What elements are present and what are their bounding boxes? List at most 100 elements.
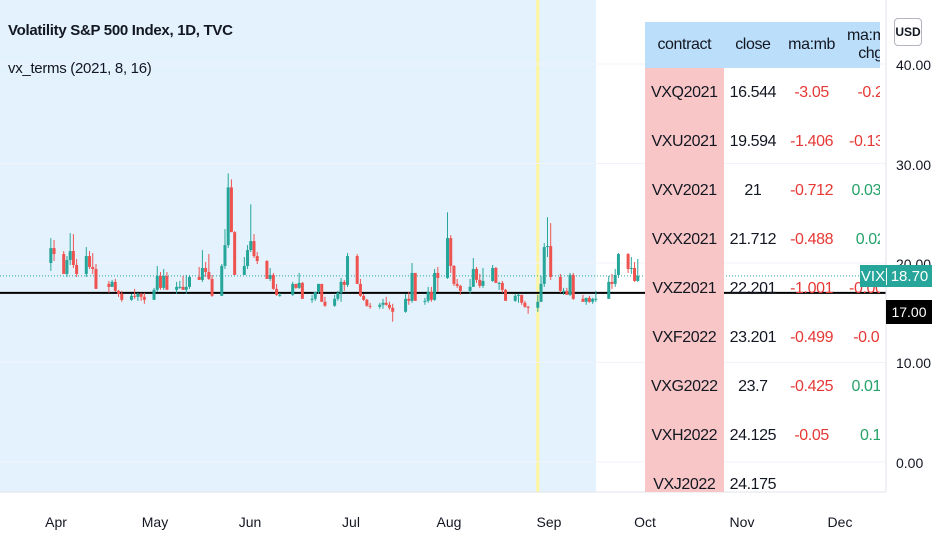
candle [68, 233, 72, 265]
candle-body [355, 256, 359, 284]
candle [278, 292, 282, 297]
candle [433, 268, 437, 301]
candle [75, 259, 79, 277]
candle-body [204, 267, 208, 272]
indicator-legend[interactable]: vx_terms (2021, 8, 16) [8, 60, 152, 77]
candle [91, 253, 95, 274]
table-row: VXJ2022 24.175 [645, 460, 880, 492]
candle [158, 271, 162, 290]
candle-body [313, 291, 317, 299]
candle-body [246, 250, 250, 266]
candlesticks [49, 173, 640, 322]
candle [616, 253, 620, 278]
candle [268, 267, 272, 281]
cell-ma-mb-chg [841, 460, 880, 492]
candle-body [478, 279, 482, 286]
candle-body [565, 290, 569, 295]
candle [629, 257, 633, 274]
candle-body [155, 275, 159, 290]
price-tick-30: 30.00 [896, 157, 932, 173]
candle-body [346, 256, 350, 285]
candle-body [571, 274, 575, 299]
candle-body [62, 254, 66, 274]
cell-contract: VXX2021 [645, 215, 724, 264]
candle-body [162, 275, 166, 288]
candle [142, 292, 146, 304]
cell-ma-mb-chg: 0.017 [851, 377, 880, 395]
candle-body [71, 251, 75, 265]
candle [516, 293, 520, 303]
symbol-legend[interactable]: Volatility S&P 500 Index, 1D, TVC [8, 22, 233, 39]
table-row: VXU2021 19.594 -1.406 -0.135 [645, 117, 880, 166]
candle [246, 245, 250, 269]
candle-body [200, 267, 204, 280]
price-tick-40: 40.00 [896, 57, 932, 73]
candle [129, 293, 133, 301]
cell-contract: VXQ2021 [645, 68, 724, 117]
candle [88, 251, 92, 269]
candle-body [275, 288, 279, 295]
candle-body [436, 272, 440, 278]
candle-body [117, 290, 121, 294]
price-tick-0: 0.00 [896, 455, 924, 471]
candle-body [362, 295, 366, 300]
candle [197, 266, 201, 280]
candle [581, 294, 585, 302]
candle-body [184, 286, 188, 290]
candle-body [113, 281, 117, 291]
cell-close: 16.544 [729, 83, 777, 101]
candle [562, 287, 566, 295]
candle [242, 257, 246, 275]
candle [336, 290, 340, 301]
candle [204, 262, 208, 277]
candle [229, 179, 233, 233]
cell-close: 19.594 [729, 132, 777, 150]
candle-body [65, 260, 69, 274]
currency-button[interactable]: USD [894, 18, 922, 46]
cell-close: 23.7 [738, 377, 768, 395]
time-tick-jun: Jun [238, 514, 262, 530]
table-body: VXQ2021 16.544 -3.05 -0.2 VXU2021 19.594 -1.40… [645, 68, 880, 492]
candle-body [323, 301, 327, 306]
candle-body [452, 265, 456, 284]
candle [500, 280, 504, 293]
candle [310, 294, 314, 303]
candle-body [558, 276, 562, 291]
candle-body [391, 307, 395, 312]
cell-ma-mb-chg: -0.135 [849, 132, 880, 150]
cell-ma-mb: -0.05 [794, 426, 829, 444]
candle [584, 297, 588, 305]
last-price-value: 18.70 [890, 267, 929, 285]
candle-body [68, 251, 72, 261]
table-row: VXQ2021 16.544 -3.05 -0.2 [645, 68, 880, 117]
candle-body [539, 283, 543, 302]
candle [184, 274, 188, 294]
candle-body [223, 245, 227, 266]
candle-body [545, 246, 549, 248]
last-price-symbol: VIX [860, 267, 887, 285]
candle-body [188, 276, 191, 287]
cell-ma-mb-chg: 0.02 [855, 230, 880, 248]
cell-contract: VXZ2021 [645, 264, 724, 313]
candle-body [268, 274, 272, 279]
candle-body [523, 302, 527, 307]
candle-body [387, 304, 391, 308]
candle [339, 277, 343, 302]
candle [475, 266, 479, 283]
candle [607, 275, 611, 299]
candle [297, 272, 301, 289]
candle [478, 273, 482, 288]
candle-body [607, 281, 611, 299]
candle [136, 292, 140, 301]
candle [255, 252, 259, 264]
horizontal-line-price-tag: 17.00 [886, 300, 932, 324]
candle-body [129, 295, 133, 300]
candle-body [175, 286, 179, 290]
candle-body [471, 268, 475, 287]
candle [446, 212, 449, 279]
candle-body [562, 290, 566, 292]
candle-body [181, 286, 185, 290]
candle-body [197, 276, 201, 280]
